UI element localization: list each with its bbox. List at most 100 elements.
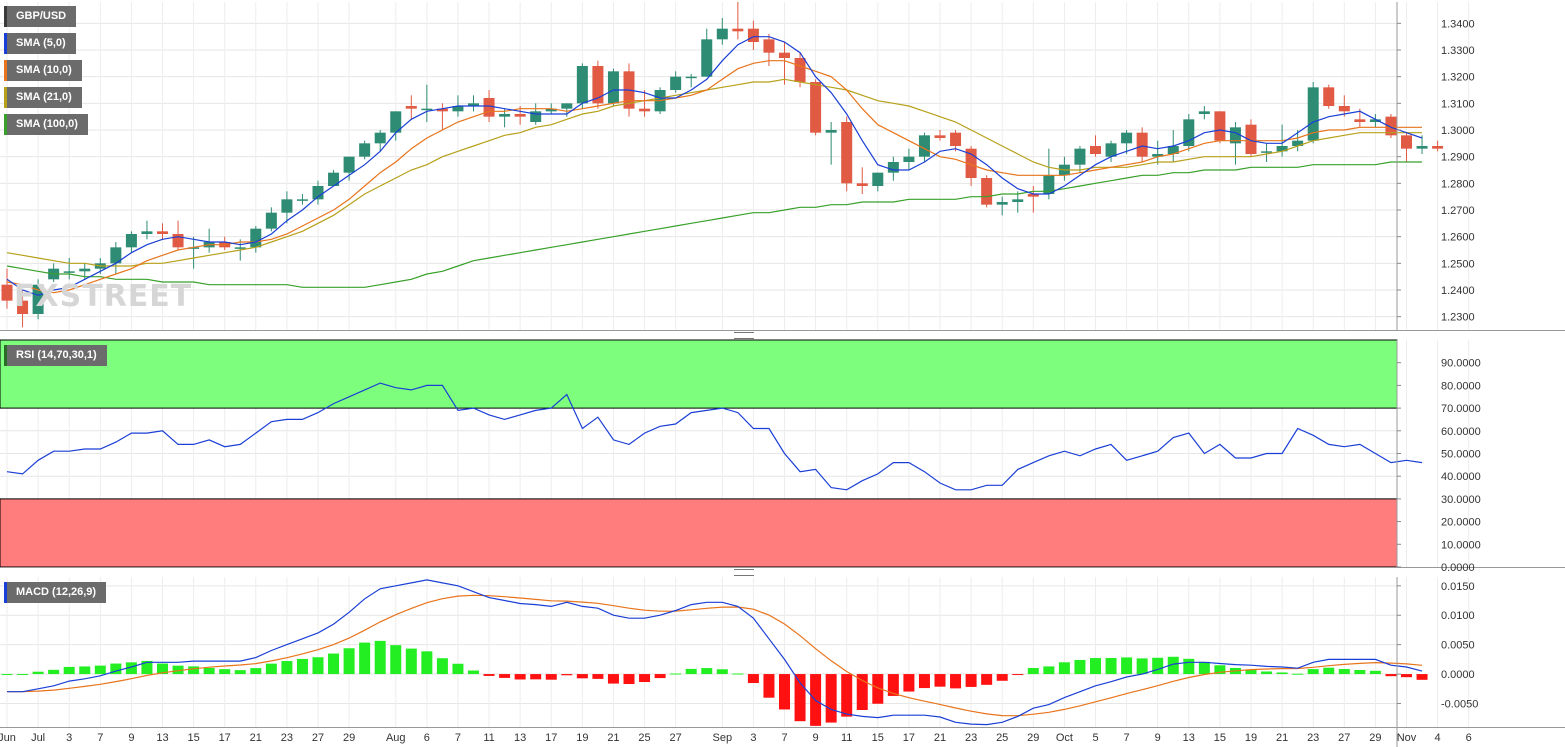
macd-histogram-bar [1074,659,1086,675]
x-tick-label: 27 [1338,732,1350,744]
candle-body [234,247,246,249]
legend-sma100-label: SMA (100,0) [16,118,78,130]
macd-histogram-bar [483,674,495,676]
y-tick-label: 1.2400 [1441,285,1475,297]
macd-histogram-bar [965,674,977,687]
macd-histogram-bar [1323,667,1335,675]
macd-histogram-bar [576,674,588,679]
macd-histogram-bar [499,674,511,678]
panel-resize-handle[interactable] [734,569,754,576]
candle-body [856,183,868,186]
legend-pair[interactable]: GBP/USD [4,6,77,27]
macd-histogram-bar [421,651,433,675]
x-tick-label: 21 [250,732,262,744]
sma21-line [6,78,1422,267]
macd-histogram-bar [157,663,168,675]
y-tick-label: 1.3000 [1441,125,1475,137]
macd-histogram-bar [1183,658,1195,675]
x-tick-label: 15 [872,732,884,744]
legend-sma100[interactable]: SMA (100,0) [4,114,88,135]
x-tick-label: 7 [97,732,103,744]
macd-histogram-bar [63,666,75,675]
macd-histogram-bar [234,670,246,675]
macd-histogram-bar [561,674,573,676]
candle-body [607,71,619,104]
macd-histogram-bar [296,658,308,675]
panel-resize-handle[interactable] [734,332,754,339]
macd-histogram-bar [48,669,60,675]
candle-body [296,199,308,201]
candle-body [125,234,137,248]
candle-body [872,172,884,186]
macd-histogram-bar [110,663,122,675]
candle-body [281,199,293,213]
legend-rsi[interactable]: RSI (14,70,30,1) [4,345,107,366]
candle-body [499,114,511,117]
candle-body [1276,146,1288,152]
candle-body [157,231,168,234]
candle-body [887,162,899,173]
x-tick-label: 25 [996,732,1008,744]
candle-body [421,108,433,111]
y-tick-label: 1.3300 [1441,45,1475,57]
sma10-swatch [4,60,7,81]
candle-body [1105,143,1117,157]
legend-macd[interactable]: MACD (12,26,9) [4,582,107,603]
macd-histogram-bar [1012,674,1024,676]
y-tick-label: 60.0000 [1441,426,1481,438]
legend-rsi-label: RSI (14,70,30,1) [16,349,97,361]
x-tick-label: 13 [1183,732,1195,744]
macd-histogram-bar [670,673,682,675]
y-tick-label: 10.0000 [1441,539,1481,551]
macd-panel [1,579,1428,726]
macd-histogram-bar [172,665,184,675]
legend-sma5[interactable]: SMA (5,0) [4,33,76,54]
pair-swatch [4,6,7,27]
candle-body [918,135,930,157]
x-tick-label: 13 [156,732,168,744]
candle-body [1167,146,1179,154]
macd-histogram-bar [94,665,106,675]
macd-histogram-bar [918,674,930,689]
candle-body [1043,175,1055,194]
candle-body [670,76,682,90]
candle-body [1338,106,1350,112]
legend-sma5-label: SMA (5,0) [16,37,66,49]
rsi-line [6,382,1423,491]
y-tick-label: 80.0000 [1441,380,1481,392]
candle-body [1245,124,1257,154]
x-tick-label: 23 [281,732,293,744]
watermark-logo: FXSTREET [14,279,193,314]
x-tick-label: 3 [750,732,756,744]
candle-body [1012,199,1024,202]
macd-histogram-bar [1136,658,1148,675]
candle-body [530,111,542,122]
macd-histogram-bar [1261,671,1273,675]
macd-histogram-bar [1058,662,1070,675]
candle-body [110,247,122,264]
x-tick-label: 13 [514,732,526,744]
macd-histogram-bar [265,663,277,675]
x-tick-label: 23 [965,732,977,744]
candle-body [514,114,526,117]
macd-histogram-bar [1027,668,1039,675]
candle-body [1323,87,1335,106]
macd-histogram-bar [514,674,526,680]
candle-body [810,82,822,133]
rsi-overbought-band [0,339,1398,409]
price-panel [1,2,1444,328]
legend-sma21[interactable]: SMA (21,0) [4,87,82,108]
x-tick-label: Nov [1397,732,1417,744]
x-tick-label: 21 [607,732,619,744]
macd-histogram-bar [1105,657,1117,675]
x-tick-label: 3 [66,732,72,744]
candle-body [576,66,588,104]
candle-body [483,98,495,117]
y-tick-label: 1.3400 [1441,18,1475,30]
x-tick-label: 25 [638,732,650,744]
x-tick-label: 29 [343,732,355,744]
y-tick-label: 0.0100 [1441,610,1475,622]
macd-histogram-bar [841,674,853,717]
legend-sma10[interactable]: SMA (10,0) [4,60,82,81]
macd-histogram-bar [203,667,215,675]
